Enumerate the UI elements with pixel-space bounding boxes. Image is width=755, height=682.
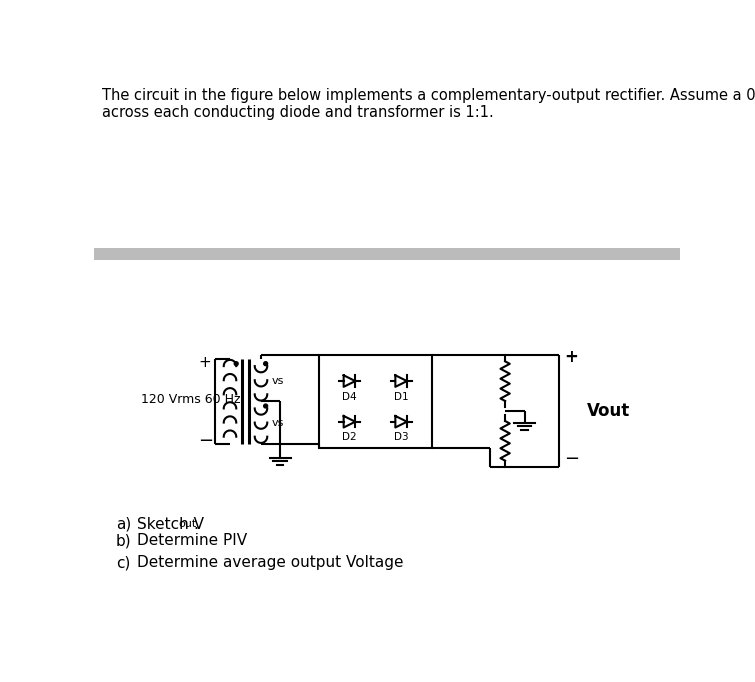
Text: .: . (193, 517, 199, 532)
Text: out: out (178, 519, 196, 529)
Text: D2: D2 (342, 432, 357, 443)
Text: D3: D3 (394, 432, 408, 443)
Circle shape (263, 361, 267, 366)
Text: c): c) (116, 555, 131, 570)
Text: vs: vs (272, 418, 284, 428)
Text: vs: vs (272, 376, 284, 385)
Text: −: − (564, 450, 579, 468)
Bar (94, 248, 680, 261)
Text: Determine PIV: Determine PIV (137, 533, 247, 548)
Bar (319, 355, 432, 447)
Text: D4: D4 (342, 392, 357, 402)
Text: The circuit in the figure below implements a complementary-output rectifier. Ass: The circuit in the figure below implemen… (102, 88, 755, 121)
Text: −: − (198, 432, 213, 449)
Circle shape (234, 361, 238, 366)
Text: a): a) (116, 517, 131, 532)
Circle shape (263, 404, 267, 408)
Text: Sketch V: Sketch V (137, 517, 204, 532)
Text: D1: D1 (394, 392, 408, 402)
Text: +: + (199, 355, 211, 370)
Text: Vout: Vout (587, 402, 630, 420)
Text: Determine average output Voltage: Determine average output Voltage (137, 555, 403, 570)
Text: b): b) (116, 533, 131, 548)
Text: +: + (564, 348, 578, 366)
Text: 120 Vrms 60 Hz: 120 Vrms 60 Hz (141, 394, 240, 406)
